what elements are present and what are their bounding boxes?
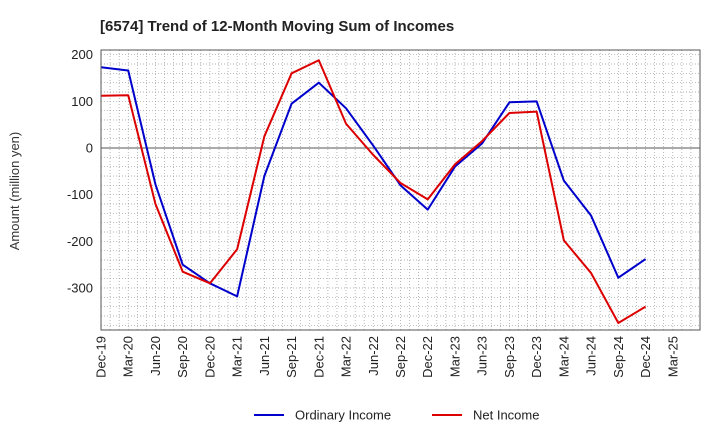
x-tick-label: Jun-22 [366, 336, 381, 376]
x-tick-label: Mar-25 [665, 336, 680, 377]
legend: Ordinary Income Net Income [254, 408, 539, 423]
series-group [100, 59, 647, 324]
y-tick-label: -100 [67, 187, 93, 202]
legend-label-ordinary-income: Ordinary Income [295, 408, 391, 423]
y-axis-label: Amount (million yen) [7, 132, 22, 251]
x-tick-label: Jun-23 [475, 336, 490, 376]
x-tick-label: Mar-20 [121, 336, 136, 377]
x-tick-label: Dec-21 [311, 336, 326, 378]
ordinary-income-line [100, 66, 647, 298]
x-tick-label: Sep-24 [611, 336, 626, 378]
x-tick-label: Dec-23 [529, 336, 544, 378]
x-tick-label: Sep-20 [175, 336, 190, 378]
x-tick-labels: Dec-19 Mar-20 Jun-20 Sep-20 Dec-20 Mar-21 Jun-… [94, 336, 681, 378]
y-tick-label: 200 [71, 47, 93, 62]
x-tick-label: Dec-22 [420, 336, 435, 378]
x-tick-label: Mar-23 [447, 336, 462, 377]
grid [100, 50, 701, 330]
y-tick-label: 0 [86, 141, 93, 156]
x-tick-label: Dec-19 [94, 336, 109, 378]
x-tick-label: Sep-22 [393, 336, 408, 378]
x-tick-label: Sep-21 [284, 336, 299, 378]
y-tick-label: -200 [67, 234, 93, 249]
y-tick-label: -300 [67, 281, 93, 296]
y-tick-labels: 200 100 0 -100 -200 -300 [67, 47, 93, 295]
x-tick-label: Mar-22 [339, 336, 354, 377]
chart-title: [6574] Trend of 12-Month Moving Sum of I… [100, 18, 454, 35]
y-tick-label: 100 [71, 94, 93, 109]
x-tick-label: Dec-24 [638, 336, 653, 378]
x-tick-label: Dec-20 [202, 336, 217, 378]
x-tick-label: Sep-23 [502, 336, 517, 378]
x-tick-label: Jun-20 [148, 336, 163, 376]
x-tick-label: Jun-21 [257, 336, 272, 376]
x-tick-label: Mar-21 [230, 336, 245, 377]
legend-label-net-income: Net Income [473, 408, 539, 423]
x-tick-label: Mar-24 [556, 336, 571, 377]
x-tick-label: Jun-24 [584, 336, 599, 376]
plot-frame [100, 49, 701, 331]
net-income-line [100, 59, 647, 324]
